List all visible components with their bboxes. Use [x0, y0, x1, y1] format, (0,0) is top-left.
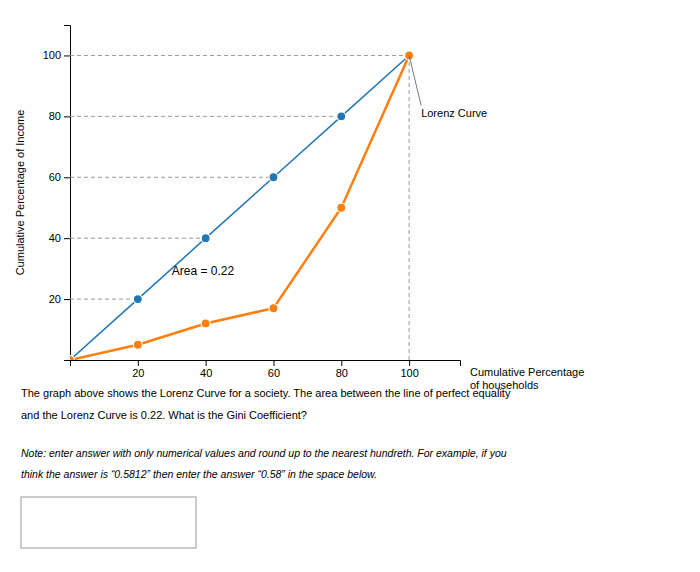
tick-mark — [64, 55, 70, 56]
tick-label: 100 — [43, 49, 61, 61]
y-axis-title: Cumulative Percentage of Income — [14, 110, 26, 276]
tick: 80 — [336, 360, 348, 379]
tick-label: 20 — [49, 293, 61, 305]
tick: 60 — [49, 171, 70, 183]
tick: 60 — [268, 360, 280, 379]
tick: 100 — [400, 360, 418, 379]
y-axis: 20 40 60 80 100 — [43, 26, 71, 361]
point — [337, 112, 346, 121]
tick-mark — [341, 360, 342, 366]
tick: 40 — [200, 360, 212, 379]
footnote: think the answer is “0.5812” then enter … — [21, 468, 377, 480]
caption: and the Lorenz Curve is 0.22. What is th… — [21, 409, 307, 421]
reference-line — [70, 177, 273, 178]
tick-mark — [206, 360, 207, 366]
axis-line — [71, 361, 461, 367]
texts: Cumulative Percentage of IncomeCumulativ… — [14, 55, 584, 480]
series-line — [70, 55, 409, 360]
point — [269, 304, 278, 313]
tick-label: 40 — [200, 367, 212, 379]
tick-mark — [64, 116, 70, 117]
tick-mark — [64, 299, 70, 300]
tick-label: 60 — [49, 171, 61, 183]
point — [133, 295, 142, 304]
x-axis: 20 40 60 80 100 — [71, 360, 461, 379]
point — [201, 319, 210, 328]
answer-box — [21, 497, 196, 548]
tick-label: 100 — [400, 367, 418, 379]
plot-area — [70, 51, 414, 360]
tick-label: 20 — [132, 367, 144, 379]
tick: 80 — [49, 110, 70, 122]
tick-mark — [64, 238, 70, 239]
equality-line — [70, 55, 409, 360]
annotation: Area = 0.22 — [172, 264, 235, 278]
footnote: Note: enter answer with only numerical v… — [21, 447, 507, 459]
point — [269, 173, 278, 182]
reference-line — [70, 116, 341, 117]
series-label: Lorenz Curve — [421, 107, 487, 119]
axis-line — [64, 26, 71, 361]
point — [337, 203, 346, 212]
tick-mark — [138, 360, 139, 366]
tick-label: 80 — [336, 367, 348, 379]
tick-mark — [64, 177, 70, 178]
tick: 20 — [49, 293, 70, 305]
tick-label: 60 — [268, 367, 280, 379]
point — [133, 340, 142, 349]
tick-label: 40 — [49, 232, 61, 244]
point — [70, 356, 75, 361]
reference-line — [70, 55, 409, 56]
reference-line — [70, 299, 138, 300]
reference-line — [409, 55, 410, 360]
tick-label: 80 — [49, 110, 61, 122]
reference-line — [70, 238, 206, 239]
tick-mark — [273, 360, 274, 366]
point — [70, 356, 75, 361]
caption: The graph above shows the Lorenz Curve f… — [21, 387, 511, 399]
tick: 20 — [132, 360, 144, 379]
tick: 40 — [49, 232, 70, 244]
point — [201, 234, 210, 243]
chart: 2040608010020406080100Cumulative Percent… — [0, 0, 700, 572]
tick-mark — [409, 360, 410, 366]
label-connector — [409, 55, 421, 105]
tick: 100 — [43, 49, 70, 61]
